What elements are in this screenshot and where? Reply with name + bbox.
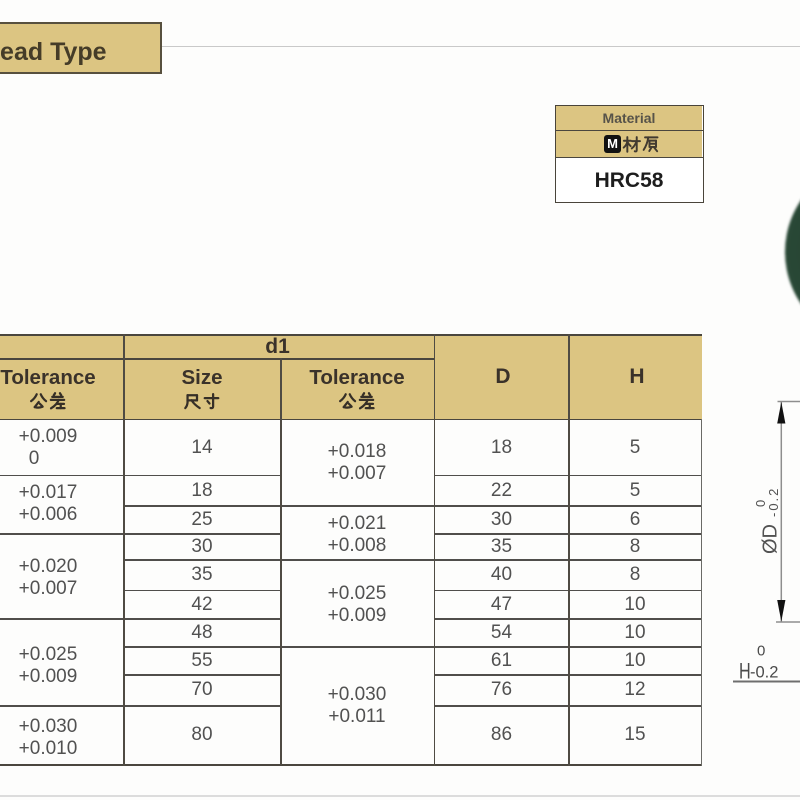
svg-text:-0.2: -0.2 — [750, 664, 778, 682]
svg-text:-0.2: -0.2 — [766, 487, 781, 517]
svg-text:0: 0 — [753, 500, 768, 507]
svg-text:ØD: ØD — [760, 524, 782, 554]
svg-text:H: H — [739, 659, 751, 684]
svg-text:0: 0 — [757, 643, 765, 660]
